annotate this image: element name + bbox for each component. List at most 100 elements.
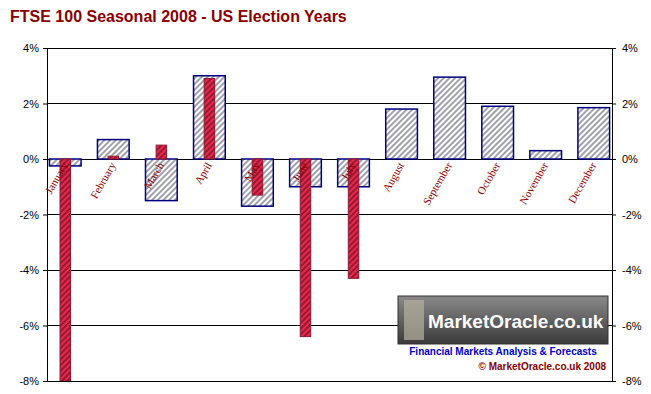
bar xyxy=(530,151,562,159)
category-label: November xyxy=(517,160,551,206)
tick: 2% xyxy=(23,98,47,110)
tick: -8% xyxy=(19,375,47,387)
bar xyxy=(386,109,418,159)
category-label: December xyxy=(565,160,598,205)
category-label: February xyxy=(88,160,118,201)
axis-line xyxy=(47,49,48,382)
tick: -6% xyxy=(612,320,642,332)
annotation: Financial Markets Analysis & Forecasts xyxy=(409,346,597,357)
tick-mark xyxy=(43,159,47,160)
tick: July xyxy=(339,160,359,182)
tick-label: -4% xyxy=(622,264,642,276)
tick-label: 4% xyxy=(23,42,39,54)
tick: November xyxy=(517,160,551,206)
bar xyxy=(434,77,466,159)
bar xyxy=(194,76,226,159)
tick: April xyxy=(192,160,214,186)
tick-label: -6% xyxy=(19,320,39,332)
x-axis: January February March April May June July Augu… xyxy=(42,160,598,207)
tick-label: 0% xyxy=(23,153,39,165)
chart: FTSE 100 Seasonal 2008 - US Election Yea… xyxy=(0,0,651,394)
tick-mark xyxy=(43,270,47,271)
grid-line xyxy=(47,159,612,160)
bar xyxy=(578,108,610,159)
logo: MarketOracle.co.uk Financial Markets Anal… xyxy=(398,296,608,374)
category-label: May xyxy=(242,160,263,184)
tick: -2% xyxy=(612,209,642,221)
tick-mark xyxy=(612,48,616,49)
tick: 0% xyxy=(23,153,47,165)
tick-mark xyxy=(43,381,47,382)
grid-line xyxy=(47,103,612,104)
tick-mark xyxy=(612,215,616,216)
bar xyxy=(156,145,166,159)
logo-icon xyxy=(404,300,424,340)
tick-label: -2% xyxy=(622,209,642,221)
tick-mark xyxy=(612,104,616,105)
grid-line xyxy=(47,48,612,49)
tick: 0% xyxy=(612,153,638,165)
tick-mark xyxy=(612,381,616,382)
tick-mark xyxy=(43,326,47,327)
tick: -8% xyxy=(612,375,642,387)
tick: February xyxy=(88,160,118,201)
bar xyxy=(482,106,514,159)
annotation: © MarketOracle.co.uk 2008 xyxy=(479,361,607,372)
grid-line xyxy=(47,214,612,215)
tick: March xyxy=(141,160,166,191)
tick-label: 2% xyxy=(622,98,638,110)
tick: -4% xyxy=(19,264,47,276)
bar xyxy=(108,156,118,159)
bar xyxy=(204,79,214,159)
tick: September xyxy=(420,160,454,207)
tick: December xyxy=(565,160,598,205)
bar xyxy=(97,140,129,159)
tick: -4% xyxy=(612,264,642,276)
tick: -2% xyxy=(19,209,47,221)
tick-mark xyxy=(43,48,47,49)
tick: January xyxy=(42,160,70,196)
tick: October xyxy=(474,160,502,197)
logo-backdrop xyxy=(398,344,608,374)
category-label: October xyxy=(474,160,502,197)
category-label: March xyxy=(141,160,166,191)
tick-label: -2% xyxy=(19,209,39,221)
tick-mark xyxy=(612,270,616,271)
y-axis: -8% -6% -4% -2% 0% 2% 4% xyxy=(19,42,47,387)
category-label: July xyxy=(339,160,359,182)
tick: 4% xyxy=(23,42,47,54)
grid-line xyxy=(47,381,612,382)
tick-label: -8% xyxy=(622,375,642,387)
tick-label: 2% xyxy=(23,98,39,110)
tick: 4% xyxy=(612,42,638,54)
tick: -6% xyxy=(19,320,47,332)
tick: August xyxy=(380,160,406,194)
bar xyxy=(60,159,70,381)
title: FTSE 100 Seasonal 2008 - US Election Yea… xyxy=(10,8,347,25)
tick: 2% xyxy=(612,98,638,110)
tick-label: -4% xyxy=(19,264,39,276)
tick-mark xyxy=(43,215,47,216)
category-label: September xyxy=(420,160,454,207)
bars xyxy=(49,76,609,381)
tick-label: -8% xyxy=(19,375,39,387)
tick-label: -6% xyxy=(622,320,642,332)
category-label: April xyxy=(192,160,214,186)
tick-label: 0% xyxy=(622,153,638,165)
bar xyxy=(242,159,274,206)
grid-line xyxy=(47,270,612,271)
tick-mark xyxy=(43,104,47,105)
category-label: June xyxy=(290,160,311,184)
tick-mark xyxy=(612,326,616,327)
logo-box xyxy=(398,296,608,344)
tick: May xyxy=(242,160,263,184)
tick-label: 4% xyxy=(622,42,638,54)
bar xyxy=(300,159,310,337)
category-label: January xyxy=(42,160,70,196)
y-axis: -8% -6% -4% -2% 0% 2% 4% xyxy=(612,42,642,387)
category-label: August xyxy=(380,160,406,194)
tick: June xyxy=(290,160,311,184)
grid xyxy=(47,48,612,381)
tick-mark xyxy=(612,159,616,160)
annotation: MarketOracle.co.uk xyxy=(428,311,604,332)
